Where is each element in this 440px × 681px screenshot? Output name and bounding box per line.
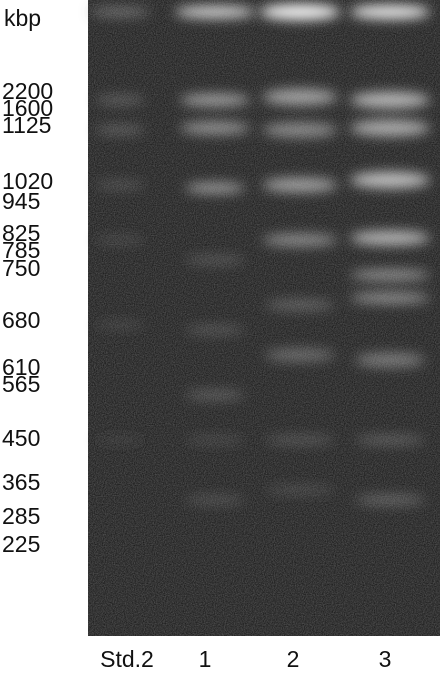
size-label: 750 [2, 255, 40, 281]
size-label: 365 [2, 469, 40, 495]
size-label: 285 [2, 503, 40, 529]
size-labels: 2200160011251020945825785750680610565450… [2, 78, 53, 557]
lane-label: 3 [379, 646, 392, 672]
unit-label: kbp [4, 5, 41, 31]
gel-figure: kbp 220016001125102094582578575068061056… [0, 0, 440, 676]
size-label: 1125 [2, 112, 51, 138]
size-label: 225 [2, 531, 40, 557]
size-label: 680 [2, 307, 40, 333]
size-label: 450 [2, 425, 40, 451]
lane-label: 1 [199, 646, 212, 672]
gel-grain [88, 0, 440, 636]
lane-labels: Std.2 1 2 3 [100, 646, 391, 672]
lane-label: Std.2 [100, 646, 154, 672]
size-label: 945 [2, 188, 40, 214]
lane-label: 2 [287, 646, 300, 672]
size-label: 565 [2, 371, 40, 397]
